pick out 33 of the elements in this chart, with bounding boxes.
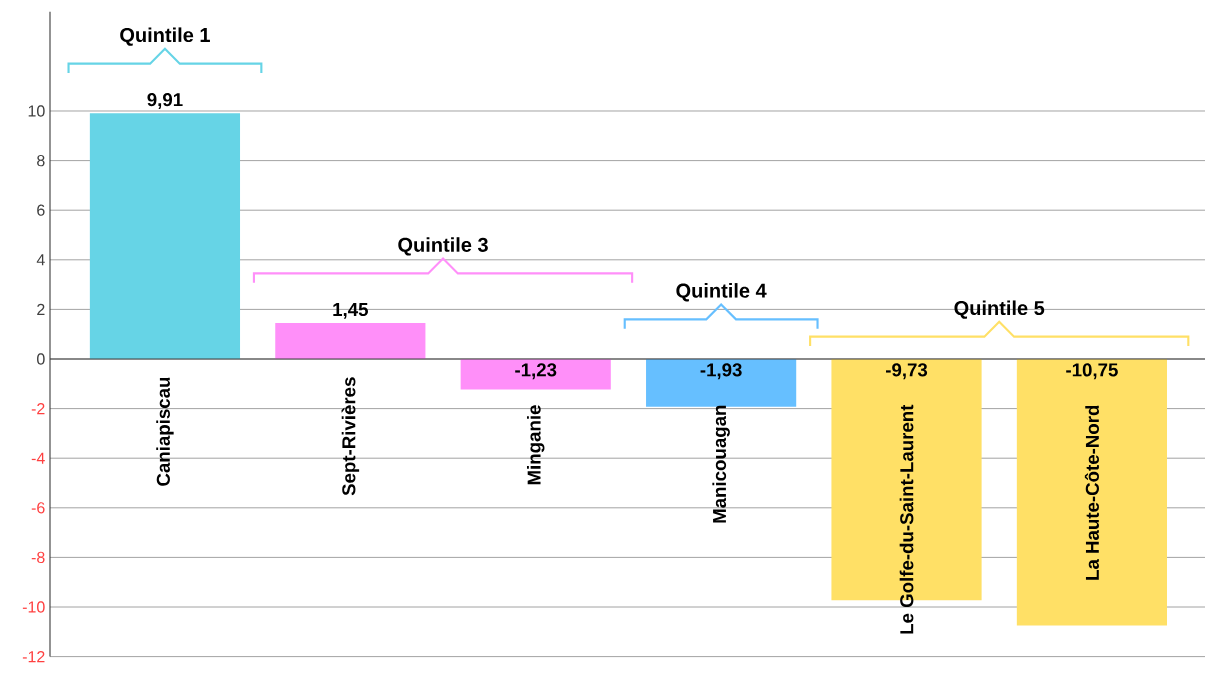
annotation: Quintile 4	[676, 283, 767, 302]
y-tick-label: -8	[31, 551, 45, 564]
x-tick-label: La Haute-Côte-Nord	[1084, 405, 1099, 580]
y-tick-label: 4	[36, 254, 45, 266]
annotation: Quintile 3	[398, 237, 488, 256]
bar	[89, 113, 241, 359]
x-tick-label: Minganie	[526, 405, 545, 485]
bar	[1016, 359, 1167, 626]
bar	[275, 323, 426, 359]
y-tick-label: 2	[37, 303, 45, 315]
data-label: -1,93	[700, 363, 742, 380]
data-label: 1,45	[333, 303, 368, 319]
x-tick-label: Le Golfe-du-Saint-Laurent	[899, 404, 914, 634]
y-tick-label: -10	[22, 601, 45, 613]
y-tick-label: 0	[37, 353, 45, 365]
data-label: 9,91	[147, 93, 183, 109]
y-tick-label: 8	[37, 154, 45, 167]
y-tick-label: -12	[22, 651, 45, 663]
data-label: -9,73	[885, 363, 928, 380]
y-tick-label: 10	[28, 105, 45, 117]
y-tick-label: -6	[31, 502, 45, 514]
bar	[646, 359, 797, 407]
bar	[460, 359, 611, 390]
annotation: Quintile 5	[954, 300, 1045, 319]
y-tick-label: -4	[31, 452, 45, 464]
y-tick-label: -2	[31, 403, 45, 415]
data-label: -1,23	[515, 363, 557, 380]
y-tick-label: 6	[37, 204, 45, 216]
x-tick-label: Caniapiscau	[156, 377, 174, 486]
annotation: Quintile 1	[120, 27, 210, 46]
x-tick-label: Sept-Rivières	[341, 377, 360, 496]
data-label: -10,75	[1066, 363, 1118, 380]
x-tick-label: Manicouagan	[712, 405, 730, 523]
